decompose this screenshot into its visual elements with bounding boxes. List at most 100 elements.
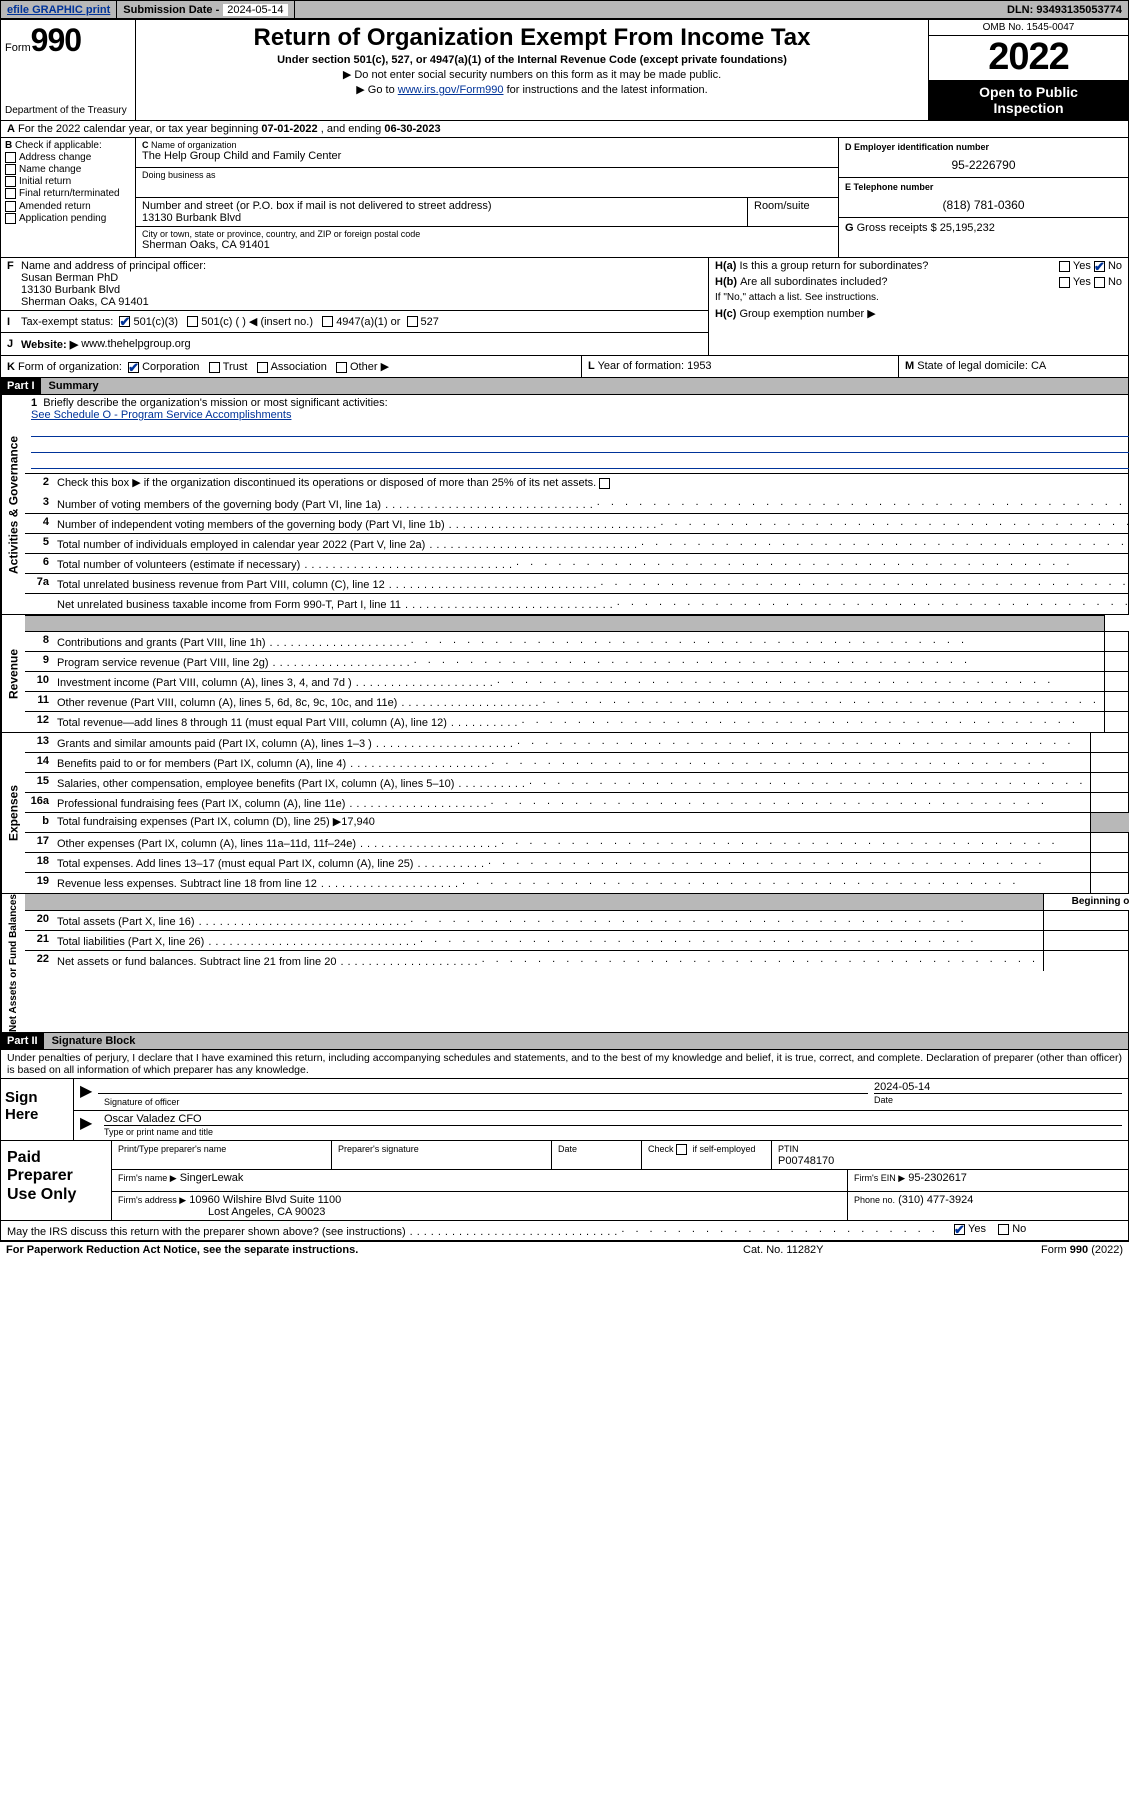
part2-header-row: Part II Signature Block (1, 1033, 1128, 1050)
chk-4947[interactable] (322, 316, 333, 327)
chk-name-change[interactable] (5, 164, 16, 175)
part1-label: Part I (1, 378, 41, 394)
l22-text: Net assets or fund balances. Subtract li… (57, 956, 340, 968)
line-11: 11Other revenue (Part VIII, column (A), … (25, 692, 1129, 712)
chk-corp[interactable] (128, 362, 139, 373)
section-k: K Form of organization: Corporation Trus… (1, 356, 581, 377)
chk-app-pending[interactable] (5, 213, 16, 224)
lbl-corp: Corporation (142, 361, 199, 373)
lbl-ha-yes: Yes (1073, 260, 1091, 272)
instr-goto: ▶ Go to www.irs.gov/Form990 for instruct… (142, 83, 922, 96)
hc-label: H(c) (715, 308, 736, 320)
year-formation-lbl: Year of formation: (598, 360, 684, 372)
line-4: 4Number of independent voting members of… (25, 514, 1129, 534)
ein-lbl: Employer identification number (854, 142, 989, 152)
sig-date: 2024-05-14 (874, 1081, 1122, 1093)
l21-text: Total liabilities (Part X, line 26) (57, 936, 208, 948)
section-c: C Name of organization The Help Group Ch… (136, 138, 838, 257)
chk-amended-return[interactable] (5, 201, 16, 212)
chk-address-change[interactable] (5, 152, 16, 163)
line-20: 20Total assets (Part X, line 16)........… (25, 911, 1129, 931)
chk-ha-yes[interactable] (1059, 261, 1070, 272)
chk-discuss-yes[interactable] (954, 1224, 965, 1235)
l9-text: Program service revenue (Part VIII, line… (57, 657, 273, 669)
chk-assoc[interactable] (257, 362, 268, 373)
efile-link[interactable]: efile GRAPHIC print (7, 4, 110, 16)
section-b: B Check if applicable: Address change Na… (1, 138, 136, 257)
lbl-app-pending: Application pending (19, 213, 106, 224)
p21: 4,946,222 (1043, 931, 1129, 950)
org-name: The Help Group Child and Family Center (142, 150, 832, 162)
line-8: 8Contributions and grants (Part VIII, li… (25, 632, 1129, 652)
irs-form990-link[interactable]: www.irs.gov/Form990 (398, 84, 504, 96)
chk-hb-yes[interactable] (1059, 277, 1070, 288)
schedule-o-link[interactable]: See Schedule O - Program Service Accompl… (31, 409, 291, 421)
firm-addr2: Lost Angeles, CA 90023 (208, 1206, 325, 1218)
chk-line2[interactable] (599, 478, 610, 489)
p15: 18,918,670 (1090, 773, 1129, 792)
lbl-hb-no: No (1108, 276, 1122, 288)
line-16b: bTotal fundraising expenses (Part IX, co… (25, 813, 1129, 833)
paid-preparer-label: Paid Preparer Use Only (1, 1141, 111, 1220)
p10: -13,935 (1104, 672, 1129, 691)
chk-other[interactable] (336, 362, 347, 373)
open-public-1: Open to Public (979, 84, 1078, 100)
self-emp-lbl: Check if self-employed (648, 1144, 756, 1154)
gross-receipts-value: 25,195,232 (940, 222, 995, 234)
l-label: L (588, 360, 595, 372)
sign-here-label: Sign Here (1, 1079, 73, 1140)
chk-self-employed[interactable] (676, 1144, 687, 1155)
lbl-527: 527 (421, 316, 439, 328)
chk-discuss-no[interactable] (998, 1224, 1009, 1235)
chk-501c3[interactable] (119, 316, 130, 327)
chk-initial-return[interactable] (5, 176, 16, 187)
line-17: 17Other expenses (Part IX, column (A), l… (25, 833, 1129, 853)
hc-text: Group exemption number ▶ (739, 307, 875, 320)
room-lbl: Room/suite (754, 200, 832, 212)
subdate-label: Submission Date - (123, 4, 219, 16)
k-label: K (7, 361, 15, 373)
part2-title: Signature Block (44, 1033, 144, 1049)
domicile-lbl: State of legal domicile: (917, 360, 1028, 372)
ha-text: Is this a group return for subordinates? (739, 260, 1058, 272)
form-header: Form990 Department of the Treasury Retur… (1, 20, 1128, 121)
city-row: City or town, state or province, country… (136, 227, 838, 257)
line-21: 21Total liabilities (Part X, line 26)...… (25, 931, 1129, 951)
chk-ha-no[interactable] (1094, 261, 1105, 272)
line-7a: 7aTotal unrelated business revenue from … (25, 574, 1129, 594)
p11: 1,019,295 (1104, 692, 1129, 711)
arrow-icon (80, 1087, 96, 1099)
side-label-na: Net Assets or Fund Balances (1, 894, 25, 1032)
chk-527[interactable] (407, 316, 418, 327)
section-f: F Name and address of principal officer:… (1, 258, 708, 311)
p18: 24,089,425 (1090, 853, 1129, 872)
l15-text: Salaries, other compensation, employee b… (57, 778, 458, 790)
fij-left: F Name and address of principal officer:… (1, 258, 708, 355)
line-3: 3 Number of voting members of the govern… (25, 494, 1129, 514)
section-i: I Tax-exempt status: 501(c)(3) 501(c) ( … (1, 311, 708, 333)
section-g: G Gross receipts $ 25,195,232 (839, 218, 1128, 257)
chk-hb-no[interactable] (1094, 277, 1105, 288)
tax-year: 2022 (929, 36, 1128, 80)
line-14: 14Benefits paid to or for members (Part … (25, 753, 1129, 773)
period-pre: For the 2022 calendar year, or tax year … (18, 123, 261, 135)
omb-number: OMB No. 1545-0047 (929, 20, 1128, 36)
gross-lbl: Gross receipts $ (857, 222, 937, 234)
line-16a: 16aProfessional fundraising fees (Part I… (25, 793, 1129, 813)
year-formation-val: 1953 (687, 360, 711, 372)
lbl-assoc: Association (271, 361, 327, 373)
website-url: www.thehelpgroup.org (81, 338, 190, 350)
b-label: B (5, 140, 12, 151)
footer-right-post: (2022) (1088, 1244, 1123, 1256)
officer-addr2: Sherman Oaks, CA 91401 (21, 296, 206, 308)
p13 (1090, 733, 1129, 752)
expenses-section: Expenses 13Grants and similar amounts pa… (1, 733, 1128, 894)
l6-text: Total number of volunteers (estimate if … (57, 559, 304, 571)
chk-trust[interactable] (209, 362, 220, 373)
chk-501c[interactable] (187, 316, 198, 327)
chk-final-return[interactable] (5, 188, 16, 199)
lbl-initial: Initial return (19, 176, 71, 187)
instr-pre: ▶ Go to (356, 84, 397, 96)
side-label-ag: Activities & Governance (1, 395, 25, 614)
firm-phone-lbl: Phone no. (854, 1195, 895, 1205)
